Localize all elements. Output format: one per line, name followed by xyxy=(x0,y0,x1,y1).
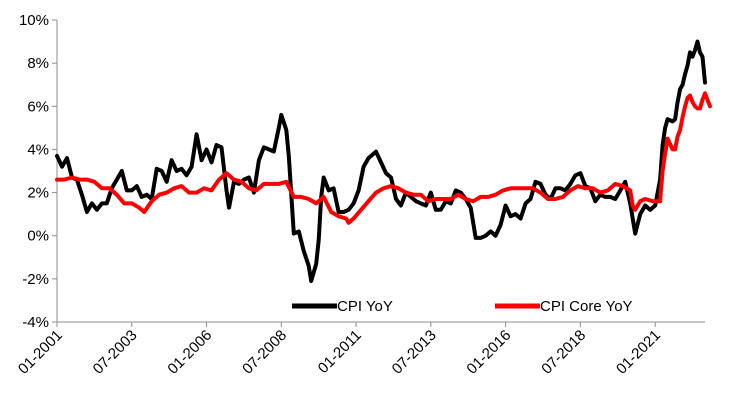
x-tick-label: 07-2008 xyxy=(239,327,290,378)
y-tick-label: 6% xyxy=(27,98,49,115)
y-tick-label: -4% xyxy=(22,314,49,331)
y-tick-labels: 10% 8% 6% 4% 2% 0% -2% -4% xyxy=(19,12,57,331)
x-tick-labels: 01-2001 07-2003 01-2006 07-2008 01-2011 07-20… xyxy=(15,322,664,378)
x-tick-label: 01-2006 xyxy=(164,327,215,378)
series-line-cpi-core-yoy xyxy=(55,91,712,225)
y-tick-label: 4% xyxy=(27,141,49,158)
legend: CPI YoY CPI Core YoY xyxy=(292,298,633,315)
x-tick-label: 07-2003 xyxy=(90,327,141,378)
legend-label-cpi-yoy: CPI YoY xyxy=(337,298,393,315)
x-tick-label: 01-2016 xyxy=(463,327,514,378)
legend-label-cpi-core-yoy: CPI Core YoY xyxy=(540,298,633,315)
x-tick-label: 07-2018 xyxy=(538,327,589,378)
y-tick-label: -2% xyxy=(22,271,49,288)
y-tick-label: 2% xyxy=(27,185,49,202)
series-lines xyxy=(55,39,712,283)
x-tick-label: 01-2001 xyxy=(15,327,66,378)
y-tick-label: 0% xyxy=(27,228,49,245)
y-tick-label: 10% xyxy=(19,12,49,29)
y-tick-label: 8% xyxy=(27,55,49,72)
x-tick-label: 01-2021 xyxy=(613,327,664,378)
x-tick-label: 07-2013 xyxy=(389,327,440,378)
series-line-cpi-yoy xyxy=(55,39,707,283)
x-tick-label: 01-2011 xyxy=(315,327,365,377)
